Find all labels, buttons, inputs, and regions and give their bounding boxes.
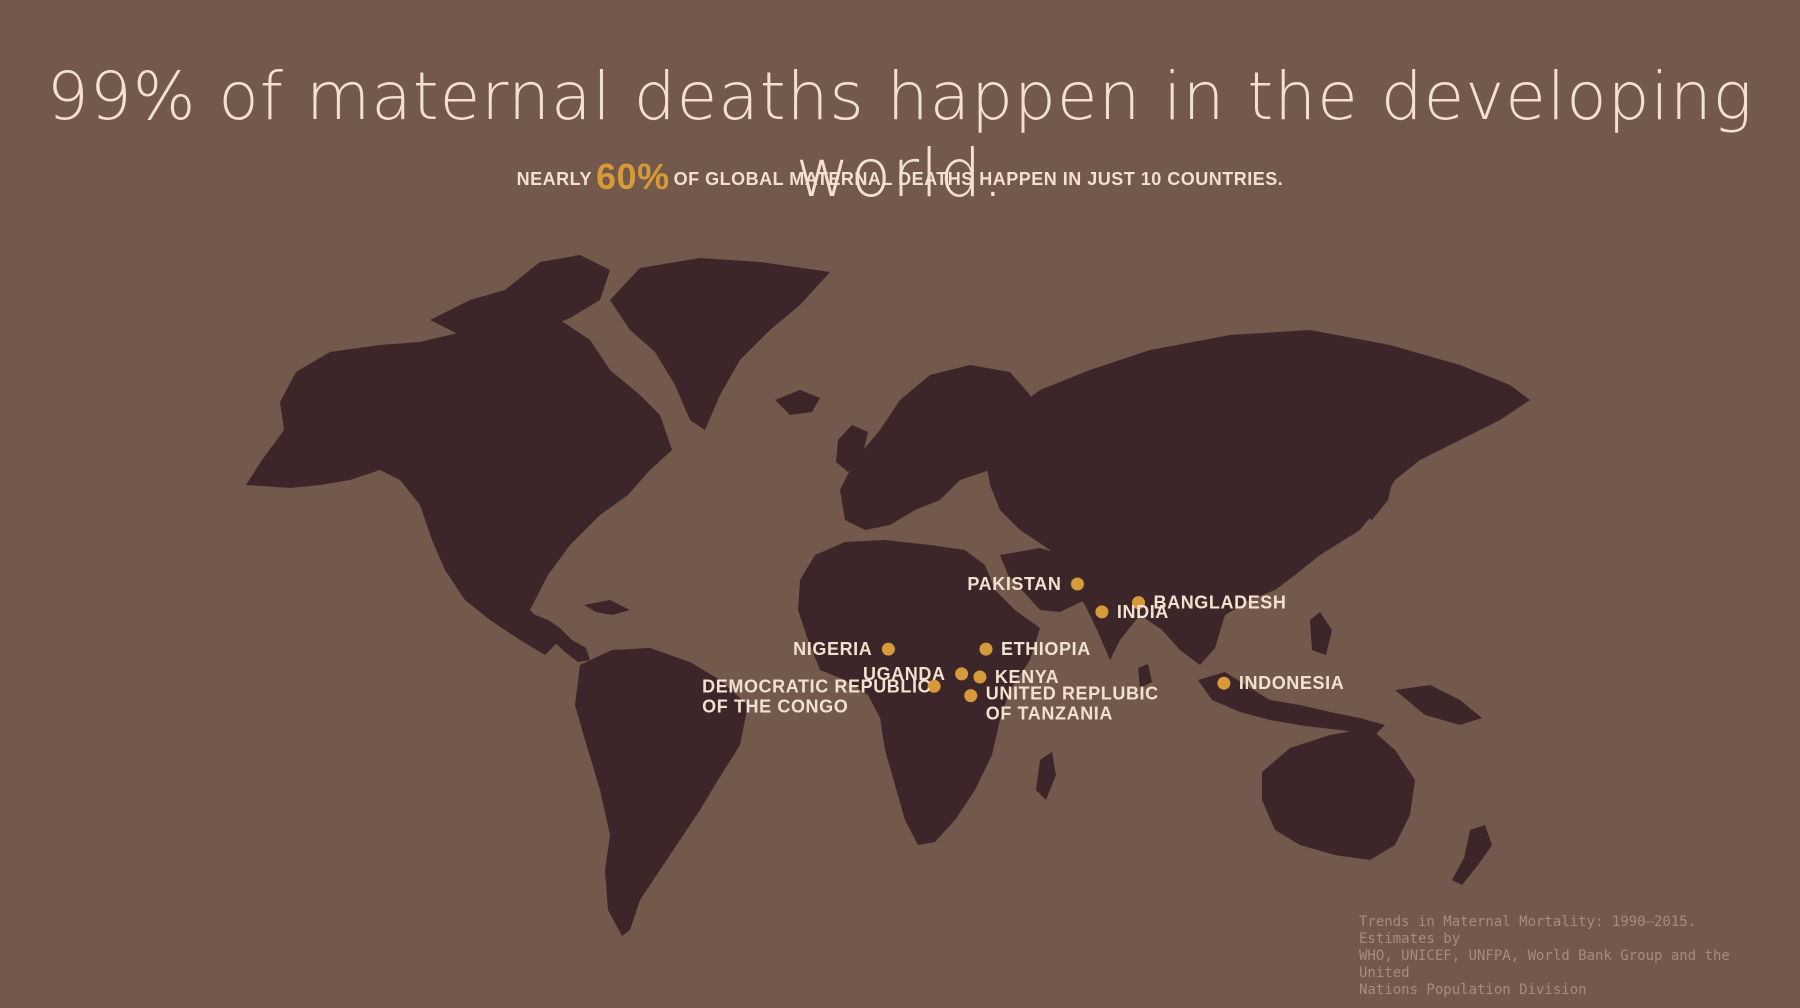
source-line-1: Trends in Maternal Mortality: 1990–2015.… [1359,914,1697,947]
subheadline: NEARLY 60% OF GLOBAL MATERNAL DEATHS HAPPE… [0,156,1800,198]
label-pakistan: PAKISTAN [967,574,1061,594]
label-indonesia: INDONESIA [1239,673,1344,693]
marker-uganda [955,667,969,681]
marker-democratic-republic-of-the-congo [927,679,941,693]
land-iceland [775,390,820,415]
subhead-suffix: OF GLOBAL MATERNAL DEATHS HAPPEN IN JUST… [673,169,1284,189]
source-line-2: WHO, UNICEF, UNFPA, World Bank Group and… [1359,948,1730,981]
marker-bangladesh [1132,596,1145,610]
label-ethiopia: ETHIOPIA [1001,639,1091,659]
label-uganda: UGANDA [863,664,946,684]
land-north-america [246,312,672,655]
land-indonesia [1198,672,1385,735]
label-nigeria: NIGERIA [793,639,872,659]
land-europe [840,365,1040,530]
land-philippines [1310,612,1332,655]
marker-pakistan [1071,577,1084,591]
marker-indonesia [1217,676,1231,690]
source-line-3: Nations Population Division [1359,982,1587,998]
label-india: INDIA [1117,602,1169,622]
marker-india [1095,605,1109,619]
land-asia [985,330,1530,665]
label-democratic-republic-of-the-congo: DEMOCRATIC REPUBLIC OF THE CONGO [702,676,931,716]
land-central-america [528,612,590,662]
land-new-guinea [1395,685,1482,725]
land-uk [836,425,868,472]
land-greenland [610,258,830,430]
label-united-replubic-of-tanzania: UNITED REPLUBIC OF TANZANIA [986,684,1159,724]
label-bangladesh: BANGLADESH [1154,593,1287,613]
subhead-highlight: 60% [596,156,670,197]
marker-ethiopia [979,642,993,656]
land-madagascar [1036,752,1056,800]
label-kenya: KENYA [995,667,1059,687]
land-sri-lanka [1138,664,1152,688]
marker-kenya [973,670,987,684]
landmasses [246,255,1530,936]
land-caribbean [584,600,630,615]
subhead-prefix: NEARLY [516,169,593,189]
source-note: Trends in Maternal Mortality: 1990–2015.… [1359,914,1759,999]
land-australia [1262,728,1415,860]
land-south-america [575,648,748,936]
land-japan [1360,455,1395,520]
marker-united-replubic-of-tanzania [964,689,978,703]
land-africa [798,540,1040,845]
headline: 99% of maternal deaths happen in the dev… [46,58,1754,212]
marker-nigeria [881,642,895,656]
land-new-zealand [1452,825,1492,885]
land-arctic-islands [430,255,610,335]
